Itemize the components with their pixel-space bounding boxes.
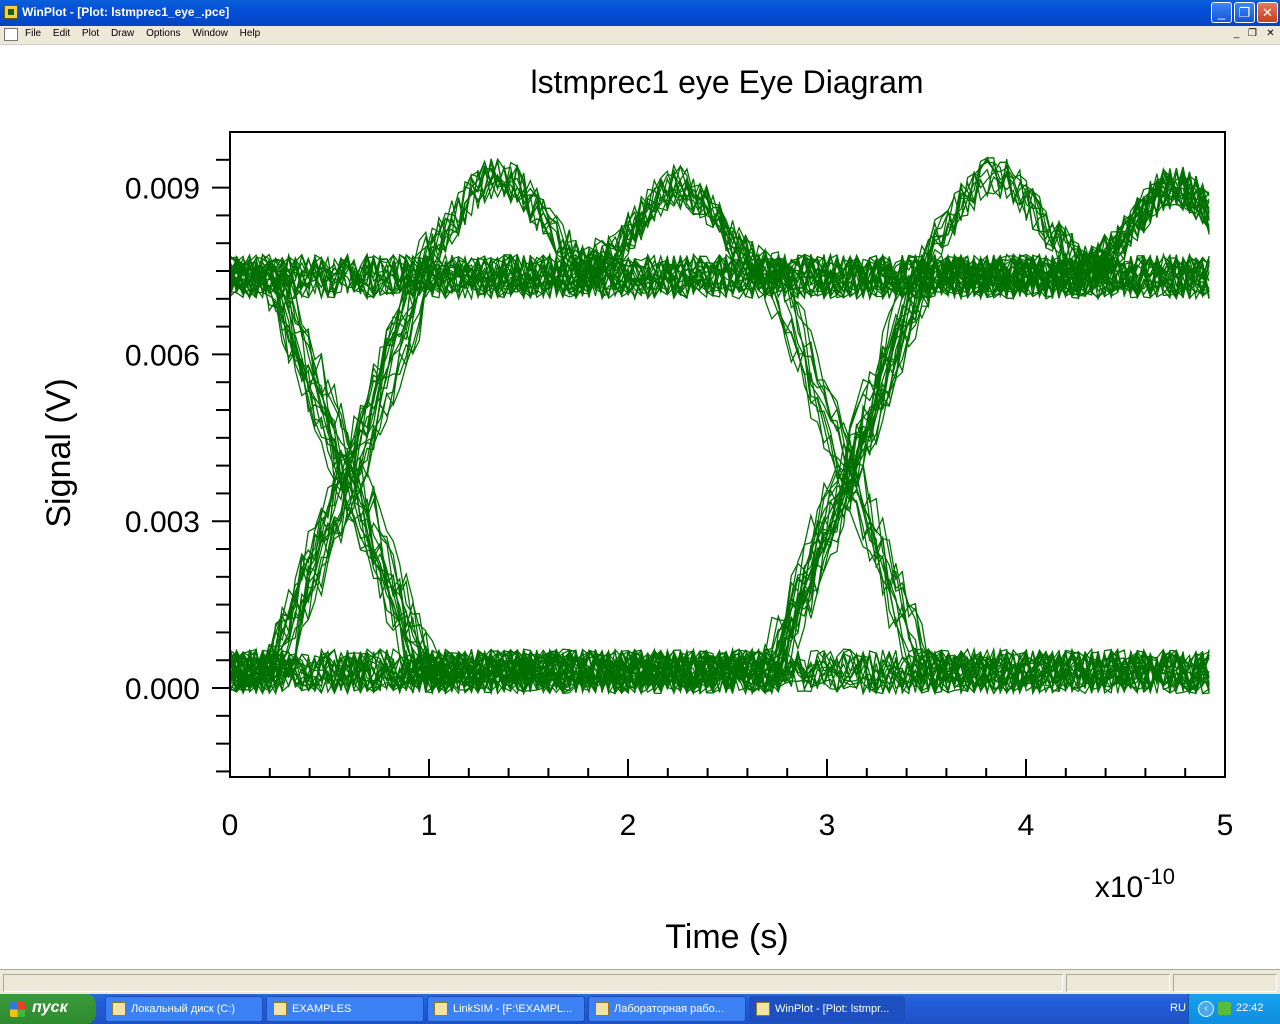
clock: 22:42 (1236, 1002, 1264, 1014)
window-title: WinPlot - [Plot: lstmprec1_eye_.pce] (22, 5, 230, 19)
eye-trace (229, 252, 1210, 695)
word-document-icon (595, 1002, 609, 1016)
status-bar (0, 968, 1280, 995)
eye-trace (229, 263, 1210, 695)
winplot-app-icon[interactable] (4, 5, 18, 19)
eye-trace (229, 254, 1210, 696)
menu-help[interactable]: Help (239, 28, 261, 39)
eye-trace (229, 169, 1210, 695)
linksim-app-icon (434, 1002, 448, 1016)
eye-trace (229, 255, 1210, 695)
taskbar: пуск Локальный диск (C:) EXAMPLES LinkSI… (0, 994, 1280, 1024)
eye-trace (229, 254, 1210, 694)
eye-trace (229, 253, 1210, 696)
chart-title: lstmprec1 eye Eye Diagram (530, 64, 923, 100)
eye-trace (229, 253, 1210, 695)
folder-icon (273, 1002, 287, 1016)
x-multiplier: x10-10 (1095, 864, 1175, 904)
drive-icon (112, 1002, 126, 1016)
window-title-bar[interactable]: WinPlot - [Plot: lstmprec1_eye_.pce] _ ❐… (0, 0, 1280, 26)
eye-trace (229, 254, 1210, 692)
eye-trace (229, 647, 1210, 695)
network-icon[interactable] (1218, 1002, 1231, 1015)
menu-options[interactable]: Options (146, 28, 181, 39)
eye-trace (229, 168, 1210, 300)
eye-trace (229, 255, 1210, 696)
eye-trace (229, 267, 1210, 695)
eye-trace (229, 170, 1210, 695)
eye-trace (229, 170, 1210, 695)
x-tick-label: 4 (1018, 809, 1035, 842)
minimize-button[interactable]: _ (1211, 2, 1232, 23)
taskbar-item-word-doc[interactable]: Лабораторная рабо... (588, 996, 746, 1022)
document-icon[interactable] (4, 28, 18, 41)
mdi-close-button[interactable]: ✕ (1266, 28, 1275, 39)
status-panel-2 (1066, 974, 1170, 992)
menu-file[interactable]: File (25, 28, 42, 39)
eye-trace (229, 252, 1210, 300)
eye-trace (229, 156, 1210, 695)
eye-trace (229, 253, 1210, 696)
taskbar-item-examples[interactable]: EXAMPLES (266, 996, 424, 1022)
eye-trace (229, 254, 1210, 696)
eye-trace (229, 176, 1210, 301)
eye-trace (229, 171, 1210, 695)
eye-trace (229, 255, 1210, 696)
x-tick-label: 2 (620, 809, 637, 842)
eye-trace (229, 177, 1210, 696)
eye-trace (229, 253, 1210, 694)
taskbar-item-local-disk[interactable]: Локальный диск (C:) (105, 996, 263, 1022)
x-tick-label: 3 (819, 809, 836, 842)
eye-diagram-chart[interactable]: lstmprec1 eye Eye Diagram 0 1 2 3 4 5 0.000 0.0… (0, 45, 1280, 967)
menu-edit[interactable]: Edit (52, 28, 71, 39)
axes: 0 1 2 3 4 5 0.000 0.003 0.006 0.009 (125, 158, 1234, 842)
x-tick-label: 5 (1217, 809, 1234, 842)
winplot-app-icon (756, 1002, 770, 1016)
eye-trace (229, 254, 1210, 696)
mdi-minimize-button[interactable]: _ (1233, 28, 1240, 39)
eye-trace (229, 648, 1210, 696)
taskbar-item-winplot[interactable]: WinPlot - [Plot: lstmpr... (749, 996, 905, 1022)
eye-trace (229, 252, 1210, 694)
menu-window[interactable]: Window (192, 28, 228, 39)
maximize-button[interactable]: ❐ (1234, 2, 1255, 23)
x-tick-label: 0 (222, 809, 239, 842)
eye-traces (229, 156, 1210, 696)
y-tick-label: 0.006 (125, 339, 200, 372)
mdi-restore-button[interactable]: ❐ (1248, 28, 1257, 39)
tray-expand-icon[interactable]: ‹ (1198, 1001, 1214, 1017)
y-axis-label: Signal (V) (40, 378, 78, 527)
eye-trace (229, 252, 1210, 302)
taskbar-item-linksim[interactable]: LinkSIM - [F:\EXAMPL... (427, 996, 585, 1022)
windows-logo-icon (10, 1002, 25, 1017)
eye-trace (229, 256, 1210, 694)
start-button[interactable]: пуск (0, 994, 96, 1024)
eye-trace (229, 256, 1210, 695)
x-tick-label: 1 (421, 809, 438, 842)
menu-bar: File Edit Plot Draw Options Window Help … (0, 26, 1280, 45)
y-tick-label: 0.003 (125, 506, 200, 539)
eye-trace (229, 648, 1210, 696)
eye-trace (229, 271, 1210, 696)
status-panel-main (3, 974, 1063, 992)
eye-trace (229, 255, 1210, 694)
y-tick-label: 0.009 (125, 173, 200, 206)
menu-plot[interactable]: Plot (81, 28, 100, 39)
status-panel-3 (1173, 974, 1277, 992)
eye-trace (229, 252, 1210, 301)
eye-trace (229, 264, 1210, 695)
menu-draw[interactable]: Draw (110, 28, 135, 39)
plot-frame (229, 131, 1226, 778)
x-axis-label: Time (s) (665, 918, 788, 956)
close-button[interactable]: ✕ (1257, 2, 1278, 23)
y-tick-label: 0.000 (125, 673, 200, 706)
language-indicator[interactable]: RU (1170, 1002, 1186, 1014)
eye-trace (229, 159, 1210, 695)
eye-trace (229, 253, 1210, 694)
